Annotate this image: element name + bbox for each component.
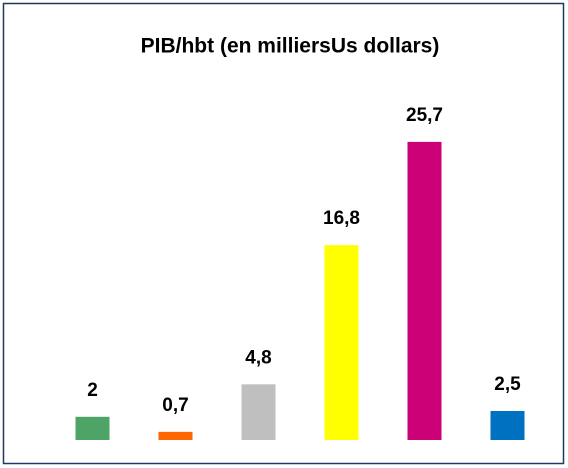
value-label: 4,8 — [245, 347, 271, 368]
value-label: 2 — [87, 380, 98, 401]
value-label: 0,7 — [162, 395, 188, 416]
bar — [407, 141, 442, 440]
value-label: 16,8 — [323, 208, 360, 229]
bar — [490, 411, 525, 440]
bar — [324, 245, 359, 440]
value-label: 2,5 — [494, 374, 521, 395]
chart-title: PIB/hbt (en milliersUs dollars) — [141, 35, 440, 58]
bar — [241, 384, 276, 440]
value-label: 25,7 — [406, 105, 443, 126]
bar — [75, 416, 110, 440]
bar — [158, 431, 193, 440]
